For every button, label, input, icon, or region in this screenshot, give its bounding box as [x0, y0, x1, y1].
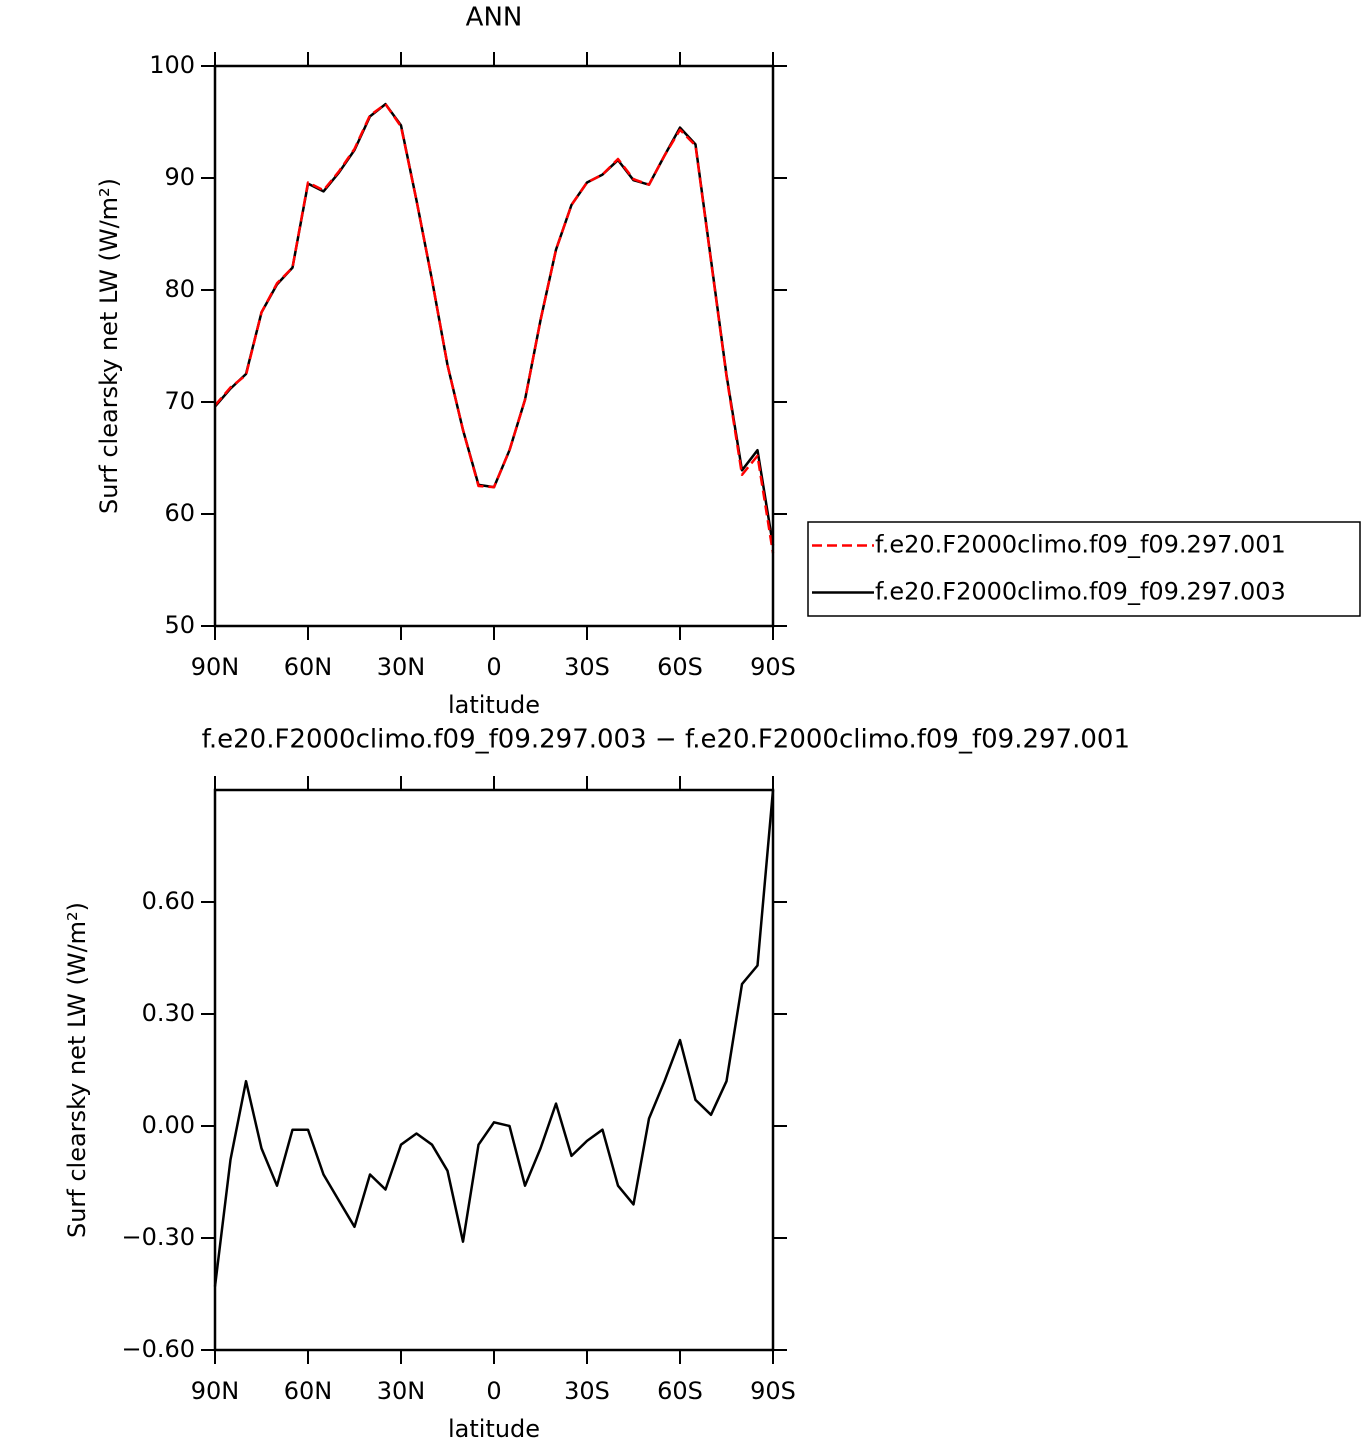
x-tick-label: 30N	[377, 653, 426, 681]
y-tick-label: 100	[149, 51, 195, 79]
y-tick-label: 80	[164, 275, 195, 303]
y-tick-label: −0.60	[121, 1335, 195, 1363]
y-tick-label: 70	[164, 387, 195, 415]
chart-title: f.e20.F2000climo.f09_f09.297.003 − f.e20…	[202, 725, 1130, 755]
x-tick-label: 60S	[657, 653, 703, 681]
y-tick-label: 90	[164, 163, 195, 191]
chart-title: ANN	[466, 3, 523, 33]
x-tick-label: 90N	[191, 653, 240, 681]
x-axis-label: latitude	[448, 1415, 540, 1443]
legend-box	[807, 521, 1361, 617]
x-tick-label: 90S	[750, 653, 796, 681]
x-tick-label: 30S	[564, 653, 610, 681]
plot-frame	[213, 64, 775, 628]
plot-frame	[213, 788, 775, 1352]
x-tick-label: 90S	[750, 1377, 796, 1405]
data-line	[214, 102, 775, 554]
y-tick-label: 0.30	[142, 999, 195, 1027]
y-tick-label: 50	[164, 611, 195, 639]
y-axis-label: Surf clearsky net LW (W/m²)	[95, 178, 123, 514]
x-tick-label: 90N	[191, 1377, 240, 1405]
x-tick-label: 60N	[284, 653, 333, 681]
data-line	[213, 789, 775, 1287]
x-tick-label: 30S	[564, 1377, 610, 1405]
data-line	[214, 102, 775, 546]
legend-label: f.e20.F2000climo.f09_f09.297.001	[875, 531, 1286, 559]
legend-label: f.e20.F2000climo.f09_f09.297.003	[875, 578, 1286, 606]
x-tick-label: 60S	[657, 1377, 703, 1405]
x-tick-label: 60N	[284, 1377, 333, 1405]
x-axis-label: latitude	[448, 691, 540, 719]
y-tick-label: 0.60	[142, 887, 195, 915]
y-tick-label: 60	[164, 499, 195, 527]
y-tick-label: 0.00	[142, 1111, 195, 1139]
x-tick-label: 0	[486, 653, 501, 681]
x-tick-label: 0	[486, 1377, 501, 1405]
y-axis-label: Surf clearsky net LW (W/m²)	[63, 902, 91, 1238]
x-tick-label: 30N	[377, 1377, 426, 1405]
y-tick-label: −0.30	[121, 1223, 195, 1251]
